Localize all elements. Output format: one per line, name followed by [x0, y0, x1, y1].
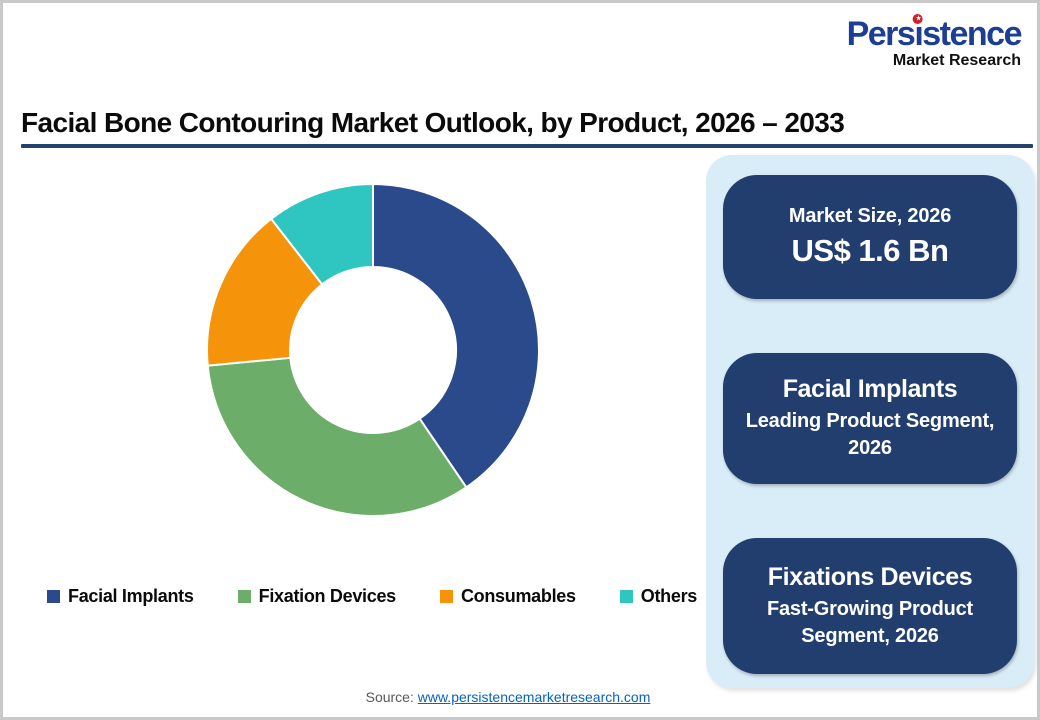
- chart-legend: Facial Implants Fixation Devices Consumabl…: [47, 586, 697, 607]
- source-link[interactable]: www.persistencemarketresearch.com: [417, 689, 651, 705]
- fast-growing-segment-card-title: Fixations Devices: [767, 562, 973, 591]
- legend-swatch: [619, 590, 633, 603]
- legend-item-fixation-devices: Fixation Devices: [237, 586, 397, 607]
- legend-label: Consumables: [460, 586, 576, 606]
- brand-subtitle: Market Research: [892, 52, 1021, 69]
- source-line: Source: www.persistencemarketresearch.co…: [3, 689, 1013, 705]
- title-underline: [21, 144, 1033, 148]
- leading-segment-card-title: Facial Implants: [782, 375, 958, 403]
- legend-item-others: Others: [619, 586, 698, 607]
- donut-segment-facial-implants: [372, 183, 540, 489]
- legend-label: Facial Implants: [68, 586, 194, 606]
- fast-growing-segment-card: Fixations Devices Fast-Growing Product S…: [723, 538, 1017, 674]
- legend-swatch: [47, 590, 60, 603]
- legend-swatch: [237, 590, 251, 603]
- source-label: Source:: [365, 689, 414, 705]
- legend-label: Fixation Devices: [258, 586, 397, 606]
- logo-red-dot-i: ı: [914, 17, 923, 51]
- brand-name: Persıstence: [847, 17, 1023, 51]
- legend-item-facial-implants: Facial Implants: [47, 586, 194, 607]
- market-size-card: Market Size, 2026 US$ 1.6 Bn: [723, 175, 1017, 299]
- legend-swatch: [439, 590, 453, 603]
- donut-segment-others: [270, 183, 374, 286]
- fast-growing-segment-card-subtitle: Fast-Growing Product Segment, 2026: [766, 597, 973, 647]
- market-size-card-value: US$ 1.6 Bn: [791, 233, 949, 268]
- brand-logo: Persıstence Market Research: [847, 17, 1023, 69]
- market-size-card-title: Market Size, 2026: [788, 205, 952, 227]
- leading-segment-card: Facial Implants Leading Product Segment,…: [723, 353, 1017, 484]
- donut-chart: [206, 183, 540, 517]
- legend-item-consumables: Consumables: [439, 586, 576, 607]
- donut-segment-consumables: [206, 217, 324, 367]
- highlight-panel: Market Size, 2026 US$ 1.6 Bn Facial Impl…: [706, 155, 1034, 688]
- donut-segment-fixation-devices: [206, 356, 468, 517]
- legend-label: Others: [640, 586, 698, 606]
- leading-segment-card-subtitle: Leading Product Segment, 2026: [745, 410, 995, 459]
- page-title: Facial Bone Contouring Market Outlook, b…: [21, 107, 845, 138]
